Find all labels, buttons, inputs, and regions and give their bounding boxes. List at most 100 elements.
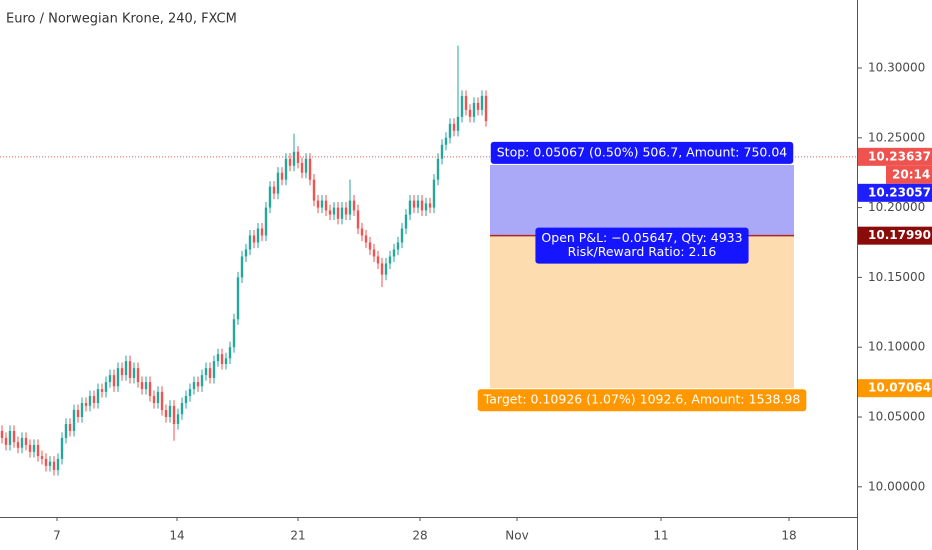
x-tick-label: 21: [290, 529, 305, 543]
chart-title: Euro / Norwegian Krone, 240, FXCM: [6, 12, 237, 27]
candle-body: [52, 461, 56, 471]
candle-body: [324, 200, 328, 211]
candle-body: [292, 151, 296, 166]
candle-body: [4, 437, 8, 445]
candle-body: [328, 210, 332, 215]
y-tick-label: 10.05000: [868, 410, 925, 424]
candle-body: [380, 263, 384, 275]
candle-body: [340, 207, 344, 219]
y-tick-label: 10.20000: [868, 200, 925, 214]
candle-body: [468, 109, 472, 117]
candle-body: [268, 186, 272, 208]
pnl-label-text: Risk/Reward Ratio: 2.16: [568, 244, 717, 259]
candle-body: [444, 137, 448, 145]
candle-body: [132, 368, 136, 378]
candle-body: [280, 172, 284, 180]
x-tick-label: 11: [653, 529, 668, 543]
candle-body: [160, 391, 164, 411]
candle-body: [356, 210, 360, 229]
candle-body: [212, 361, 216, 378]
y-tick-label: 10.25000: [868, 130, 925, 144]
pnl-label-bg: [535, 227, 749, 264]
candle-body: [128, 361, 132, 378]
title-bg: [0, 6, 252, 30]
candle-body: [272, 186, 276, 194]
candle-body: [152, 396, 156, 404]
candle-body: [384, 263, 388, 275]
price-label: 10.23057: [868, 185, 931, 199]
candle-body: [476, 102, 480, 110]
x-tick-label: 7: [53, 529, 61, 543]
y-tick-label: 10.15000: [868, 270, 925, 284]
pnl-label-text: Open P&L: −0.05647, Qty: 4933: [541, 230, 742, 245]
candle-body: [168, 405, 172, 418]
candle-body: [484, 95, 488, 122]
candle-body: [32, 444, 36, 452]
stop-label-bg: [490, 141, 794, 164]
candle-body: [56, 458, 60, 471]
candle-body: [336, 207, 340, 219]
candle-body: [244, 249, 248, 257]
candle-body: [100, 389, 104, 392]
price-label: 10.17990: [868, 228, 931, 242]
candle-body: [24, 437, 28, 445]
y-tick-label: 10.00000: [868, 479, 925, 493]
candle-body: [308, 158, 312, 180]
price-label: 10.23637: [868, 149, 931, 163]
candle-body: [76, 410, 80, 418]
candle-body: [400, 228, 404, 243]
candle-body: [300, 162, 304, 173]
y-tick-label: 10.30000: [868, 60, 925, 74]
candle-body: [44, 458, 48, 466]
candle-body: [432, 179, 436, 208]
candle-body: [224, 358, 228, 364]
candle-body: [8, 430, 12, 445]
price-label-bg: [886, 165, 932, 184]
stop-zone: [490, 164, 794, 236]
candle-body: [456, 116, 460, 131]
price-label: 10.07064: [868, 381, 931, 395]
candle-body: [420, 200, 424, 211]
candle-body: [108, 375, 112, 383]
candle-body: [92, 396, 96, 404]
candle-body: [204, 368, 208, 376]
candle-body: [208, 368, 212, 378]
target-label-text: Target: 0.10926 (1.07%) 1092.6, Amount: …: [483, 392, 801, 407]
candle-body: [40, 456, 44, 459]
candle-body: [304, 158, 308, 173]
candle-body: [148, 382, 152, 397]
candle-body: [480, 95, 484, 110]
x-tick-label: 18: [781, 529, 796, 543]
candle-body: [372, 249, 376, 257]
x-tick-label: Nov: [505, 529, 528, 543]
candle-body: [256, 228, 260, 243]
candle-body: [252, 235, 256, 243]
target-label: Target: 0.10926 (1.07%) 1092.6, Amount: …: [477, 389, 807, 412]
candle-body: [28, 444, 32, 452]
candle-body: [60, 437, 64, 459]
candle-body: [80, 403, 84, 418]
candle-body: [392, 249, 396, 257]
candle-body: [440, 144, 444, 159]
candle-body: [200, 375, 204, 387]
candle-body: [452, 123, 456, 131]
candle-body: [16, 442, 20, 448]
candle-body: [296, 151, 300, 163]
candle-body: [20, 437, 24, 448]
candle-body: [264, 207, 268, 236]
plot-area: 7 14 21 28 Nov 11 18 10.00000 10.05000 10.10000 10…: [0, 45, 932, 543]
candle-body: [276, 172, 280, 194]
candle-body: [104, 382, 108, 392]
pnl-label: Open P&L: −0.05647, Qty: 4933Risk/Reward…: [535, 227, 749, 264]
candle-body: [240, 256, 244, 278]
candle-body: [376, 256, 380, 264]
candle-body: [220, 354, 224, 364]
price-label: 20:14: [892, 167, 930, 181]
candle-body: [404, 214, 408, 229]
candle-body: [144, 382, 148, 390]
candle-body: [72, 410, 76, 431]
target-label-bg: [477, 389, 807, 412]
candle-body: [408, 200, 412, 215]
candle-body: [368, 242, 372, 250]
